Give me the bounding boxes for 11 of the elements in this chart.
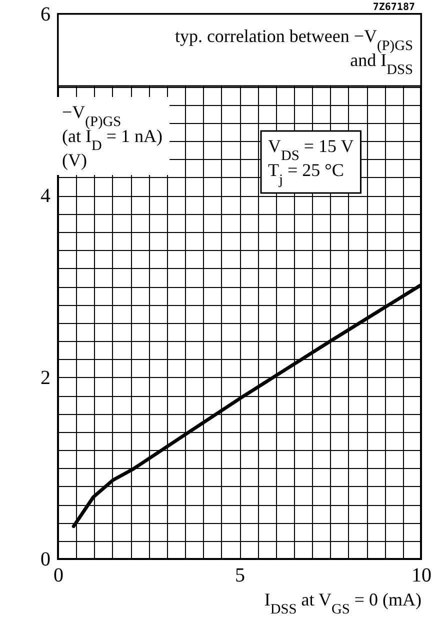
y-tick-label: 6: [40, 4, 50, 26]
text: typ. correlation between −V$_{(P)GS}$ and I$_{DSS}$: [174, 26, 413, 78]
text: V$_{DS}$ = 15 V T$_{j}$ = 25 °C: [268, 136, 354, 188]
x-tick-label: 10: [412, 564, 432, 586]
y-tick-label: 2: [40, 366, 50, 389]
y-tick-label: 0: [40, 548, 50, 570]
y-tick-label: 4: [40, 185, 50, 208]
x-tick-label: 5: [235, 564, 245, 586]
y-axis-title: −V$_{(P)GS}$ (at I$_{D}$ = 1 nA) (V): [62, 102, 163, 170]
text: 7Z67187: [372, 2, 415, 13]
x-axis-title: I$_{DSS}$ at V$_{GS}$ = 0 (mA): [264, 590, 422, 618]
